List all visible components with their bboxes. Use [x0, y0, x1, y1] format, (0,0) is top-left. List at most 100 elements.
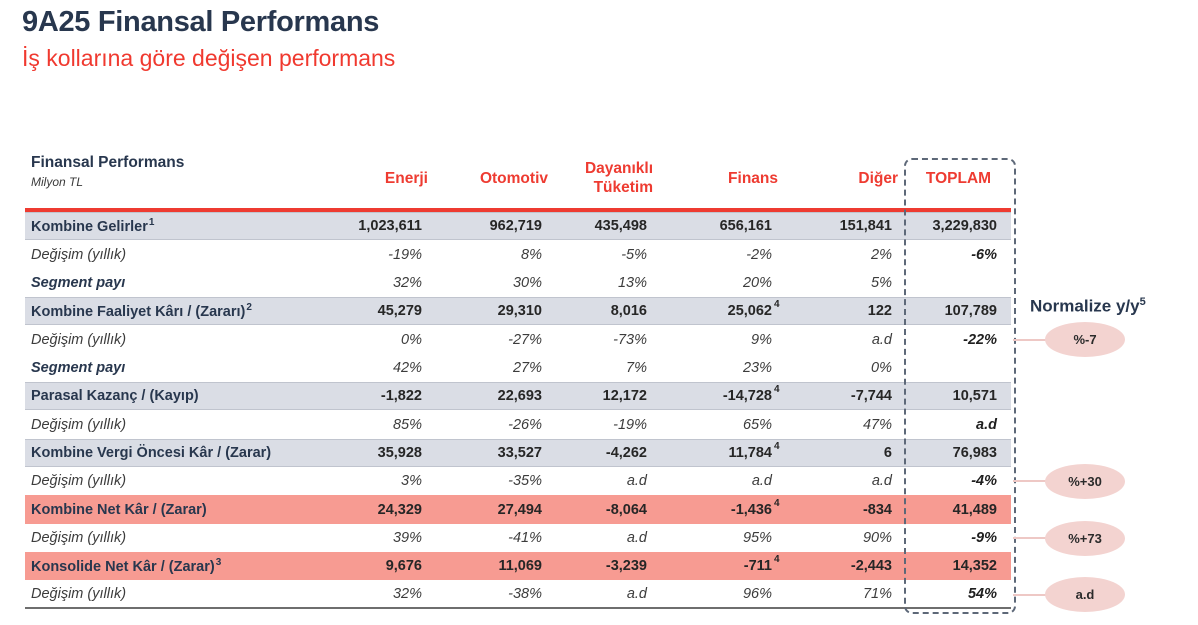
cell-enerji: 85%: [392, 416, 422, 433]
table-title-block: Finansal Performans Milyon TL: [25, 150, 325, 189]
table-unit: Milyon TL: [31, 175, 84, 189]
cell-toplam: -4%: [971, 473, 997, 490]
cell-otomotiv: 11,069: [498, 558, 542, 575]
cell-toplam: [906, 275, 1011, 291]
cell-dayanikli-tuketim: 435,498: [594, 218, 647, 235]
cell-toplam: a.d: [976, 416, 997, 433]
cell-enerji: 35,928: [377, 444, 422, 461]
table-header-row: Finansal Performans Milyon TL Enerji Oto…: [25, 150, 1011, 212]
column-header-toplam: TOPLAM: [925, 169, 992, 187]
row-label: Değişim (yıllık): [31, 529, 127, 546]
column-header-finans: Finans: [728, 169, 778, 187]
cell-finans: -711 4: [743, 554, 780, 575]
table-row: Parasal Kazanç / (Kayıp) -1,822 22,693 12,1…: [25, 382, 1011, 411]
cell-otomotiv: 22,693: [497, 388, 542, 405]
table-row: Kombine Gelirler1 1,023,611 962,719 435,498…: [25, 212, 1011, 241]
footnote-marker: 4: [774, 554, 780, 566]
cell-enerji: 9,676: [385, 558, 422, 575]
cell-toplam: 10,571: [952, 388, 997, 405]
cell-finans: -2%: [746, 246, 772, 263]
cell-toplam: -9%: [971, 529, 997, 546]
cell-otomotiv: -41%: [508, 529, 542, 546]
cell-enerji: 45,279: [377, 303, 422, 320]
cell-otomotiv: 27%: [512, 359, 542, 376]
cell-finans: 65%: [742, 416, 772, 433]
cell-diger: 47%: [862, 416, 892, 433]
table-row: Segment payı 42% 27% 7% 23% 0%: [25, 354, 1011, 382]
cell-otomotiv: -38%: [508, 585, 542, 602]
cell-dayanikli-tuketim: -19%: [613, 416, 647, 433]
normalize-header: Normalize y/y5: [1030, 296, 1146, 317]
cell-enerji: -19%: [388, 246, 422, 263]
cell-dayanikli-tuketim: 7%: [626, 359, 647, 376]
badge-connector-line: [1013, 480, 1047, 483]
row-label: Değişim (yıllık): [31, 246, 127, 263]
table-row: Değişim (yıllık) 85% -26% -19% 65% 47% a.d: [25, 410, 1011, 438]
table-row: Değişim (yıllık) 32% -38% a.d 96% 71% 54%: [25, 580, 1011, 609]
cell-otomotiv: 27,494: [497, 501, 542, 518]
cell-dayanikli-tuketim: a.d: [626, 473, 647, 490]
row-label: Kombine Faaliyet Kârı / (Zararı)2: [31, 302, 252, 321]
cell-dayanikli-tuketim: -4,262: [605, 444, 647, 461]
cell-diger: -2,443: [850, 558, 892, 575]
normalize-badge: %+73: [1045, 520, 1125, 556]
page-title: 9A25 Finansal Performans: [22, 6, 380, 38]
page-subtitle: İş kollarına göre değişen performans: [22, 45, 396, 71]
cell-finans: 11,784 4: [728, 440, 780, 461]
column-header-enerji: Enerji: [384, 169, 428, 187]
cell-enerji: 1,023,611: [358, 218, 422, 235]
column-header-diger: Diğer: [858, 169, 898, 187]
column-header-dayanikli: Dayanıklı Tüketim: [584, 160, 653, 196]
table-row: Değişim (yıllık) -19% 8% -5% -2% 2% -6%: [25, 240, 1011, 268]
cell-toplam: -6%: [971, 246, 997, 263]
table-row: Kombine Vergi Öncesi Kâr / (Zarar) 35,928…: [25, 438, 1011, 468]
cell-dayanikli-tuketim: 8,016: [610, 303, 647, 320]
table-row: Değişim (yıllık) 0% -27% -73% 9% a.d -22%: [25, 325, 1011, 353]
footnote-marker: 4: [774, 497, 780, 509]
footnote-marker: 1: [148, 217, 155, 229]
row-label: Segment payı: [31, 274, 126, 291]
cell-diger: 0%: [871, 359, 892, 376]
cell-diger: 5%: [871, 274, 892, 291]
cell-toplam: 54%: [967, 585, 997, 602]
cell-dayanikli-tuketim: 13%: [617, 274, 647, 291]
cell-enerji: 3%: [401, 473, 422, 490]
normalize-footnote-marker: 5: [1139, 296, 1146, 308]
cell-diger: 151,841: [839, 218, 892, 235]
row-label: Segment payı: [31, 359, 126, 376]
footnote-marker: 3: [215, 557, 222, 569]
badge-connector-line: [1013, 537, 1047, 540]
table-title: Finansal Performans: [31, 154, 185, 171]
cell-finans: a.d: [751, 473, 772, 490]
row-label: Konsolide Net Kâr / (Zarar)3: [31, 557, 222, 576]
row-label: Değişim (yıllık): [31, 585, 127, 602]
table-row: Kombine Net Kâr / (Zarar) 24,329 27,494 -8,…: [25, 495, 1011, 524]
cell-diger: a.d: [871, 473, 892, 490]
cell-dayanikli-tuketim: -8,064: [605, 501, 647, 518]
cell-diger: -834: [862, 501, 892, 518]
cell-toplam: 76,983: [952, 444, 997, 461]
cell-otomotiv: 30%: [512, 274, 542, 291]
cell-otomotiv: 8%: [521, 246, 542, 263]
cell-enerji: -1,822: [380, 388, 422, 405]
cell-otomotiv: 29,310: [497, 303, 542, 320]
row-label: Kombine Net Kâr / (Zarar): [31, 501, 207, 518]
cell-toplam: [906, 360, 1011, 376]
row-label: Değişim (yıllık): [31, 331, 127, 348]
cell-toplam: 14,352: [952, 558, 997, 575]
cell-diger: 71%: [862, 585, 892, 602]
cell-enerji: 24,329: [377, 501, 422, 518]
financial-table: Finansal Performans Milyon TL Enerji Oto…: [25, 150, 1011, 609]
table-row: Değişim (yıllık) 3% -35% a.d a.d a.d -4%: [25, 467, 1011, 495]
cell-toplam: 3,229,830: [932, 218, 997, 235]
cell-finans: -1,436 4: [730, 497, 780, 518]
cell-diger: -7,744: [850, 388, 892, 405]
cell-enerji: 42%: [392, 359, 422, 376]
footnote-marker: 4: [774, 299, 780, 311]
row-label: Parasal Kazanç / (Kayıp): [31, 388, 199, 405]
normalize-badge: %-7: [1045, 322, 1125, 358]
cell-otomotiv: 33,527: [497, 444, 542, 461]
footnote-marker: 2: [246, 302, 252, 314]
table-row: Konsolide Net Kâr / (Zarar)3 9,676 11,069 -…: [25, 552, 1011, 581]
